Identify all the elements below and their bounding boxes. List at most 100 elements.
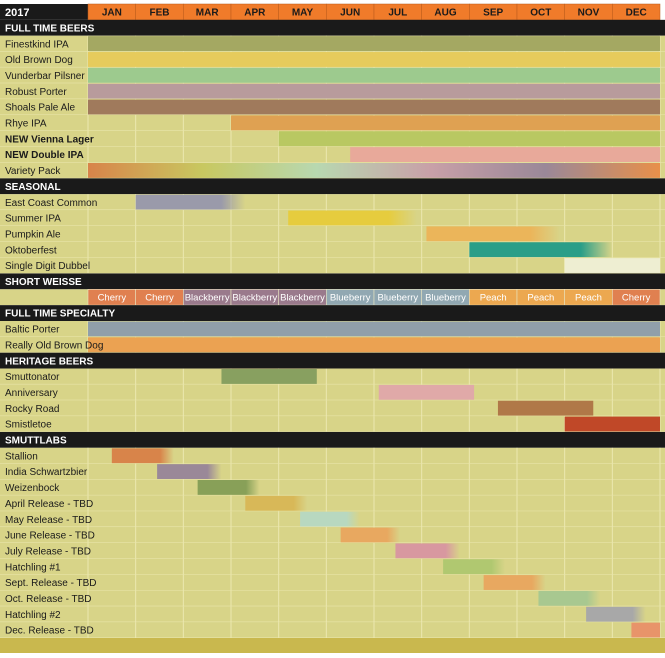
month-label: JAN [102, 8, 122, 19]
release-bar [197, 480, 260, 495]
beer-label: Rhye IPA [5, 119, 47, 130]
release-bar [564, 416, 660, 432]
release-bar [340, 527, 401, 543]
release-bar [538, 590, 601, 606]
flavor-label: Blackberry [232, 293, 277, 304]
flavor-label: Blackberry [185, 293, 230, 304]
section-header [0, 273, 665, 290]
month-label: APR [244, 8, 266, 19]
release-bar [497, 400, 594, 416]
beer-label: Old Brown Dog [5, 55, 73, 66]
flavor-label: Blueberry [425, 293, 466, 304]
beer-label: Really Old Brown Dog [5, 340, 103, 351]
release-bar [378, 384, 475, 400]
release-bar [88, 83, 660, 99]
row-background [0, 606, 665, 623]
flavor-label: Cherry [622, 293, 651, 304]
flavor-label: Blueberry [377, 293, 418, 304]
release-bar [88, 52, 660, 67]
release-bar [88, 99, 660, 115]
row-background [0, 574, 665, 591]
row-background [0, 257, 665, 274]
beer-label: Summer IPA [5, 214, 61, 225]
beer-label: Smistletoe [5, 420, 52, 431]
release-bar [231, 115, 660, 131]
release-bar [586, 606, 646, 622]
row-background [0, 558, 665, 575]
beer-label: Robust Porter [5, 87, 67, 98]
month-label: FEB [150, 8, 170, 19]
beer-label: April Release - TBD [5, 499, 93, 510]
row-background [0, 368, 665, 385]
beer-label: Single Digit Dubbel [5, 261, 90, 272]
row-background [0, 416, 665, 432]
release-bar [88, 337, 660, 353]
beer-label: Smuttonator [5, 372, 60, 383]
release-bar [443, 559, 506, 575]
release-bar [300, 511, 360, 527]
release-bar [564, 258, 660, 273]
flavor-label: Blackberry [280, 293, 325, 304]
beer-label: Shoals Pale Ale [5, 103, 75, 114]
release-bar [135, 194, 246, 210]
flavor-label: Peach [480, 293, 507, 304]
beer-label: July Release - TBD [5, 546, 91, 557]
beer-label: Hatchling #2 [5, 610, 61, 621]
release-bar [631, 622, 660, 638]
beer-label: Pumpkin Ale [5, 229, 61, 240]
section-title: FULL TIME SPECIALTY [5, 309, 116, 320]
month-label: SEP [483, 8, 503, 19]
section-header [0, 305, 665, 321]
release-bar [245, 495, 308, 511]
beer-label: Stallion [5, 451, 38, 462]
release-bar [395, 543, 460, 559]
month-label: JUN [340, 8, 360, 19]
flavor-label: Peach [575, 293, 602, 304]
row-background [0, 384, 665, 401]
section-header [0, 178, 665, 195]
row-background [0, 495, 665, 512]
beer-label: NEW Vienna Lager [5, 134, 94, 145]
row-background [0, 225, 665, 242]
release-bar [278, 131, 660, 147]
section-header [0, 19, 665, 36]
beer-label: Baltic Porter [5, 325, 60, 336]
beer-label: Vunderbar Pilsner [5, 71, 85, 82]
row-background [0, 447, 665, 464]
year: 2017 [5, 7, 29, 19]
beer-label: India Schwartzbier [5, 467, 88, 478]
flavor-label: Blueberry [330, 293, 371, 304]
beer-label: Variety Pack [5, 166, 61, 177]
section-title: FULL TIME BEERS [5, 23, 95, 34]
section-header [0, 352, 665, 369]
month-label: AUG [434, 8, 456, 19]
beer-label: May Release - TBD [5, 515, 92, 526]
row-background [0, 542, 665, 559]
beer-label: Hatchling #1 [5, 562, 61, 573]
release-bar [350, 147, 660, 162]
beer-label: Oct. Release - TBD [5, 594, 92, 605]
beer-label: June Release - TBD [5, 531, 95, 542]
row-background [0, 194, 665, 211]
month-label: MAY [292, 8, 314, 19]
flavor-label: Cherry [98, 293, 127, 304]
beer-label: East Coast Common [5, 198, 97, 209]
row-background [0, 622, 665, 638]
section-header [0, 431, 665, 448]
beer-label: Sept. Release - TBD [5, 578, 97, 589]
release-bar [88, 321, 660, 337]
month-label: NOV [578, 8, 600, 19]
beer-label: Oktoberfest [5, 245, 57, 256]
beer-label: Finestkind IPA [5, 39, 69, 50]
beer-label: Dec. Release - TBD [5, 626, 94, 637]
release-bar [288, 210, 417, 226]
section-title: SEASONAL [5, 182, 61, 193]
row-background [0, 527, 665, 543]
month-label: MAR [196, 8, 220, 19]
beer-label: Weizenbock [5, 483, 60, 494]
row-background [0, 463, 665, 480]
release-bar [469, 242, 613, 258]
month-label: OCT [530, 8, 551, 19]
section-title: HERITAGE BEERS [5, 356, 93, 367]
